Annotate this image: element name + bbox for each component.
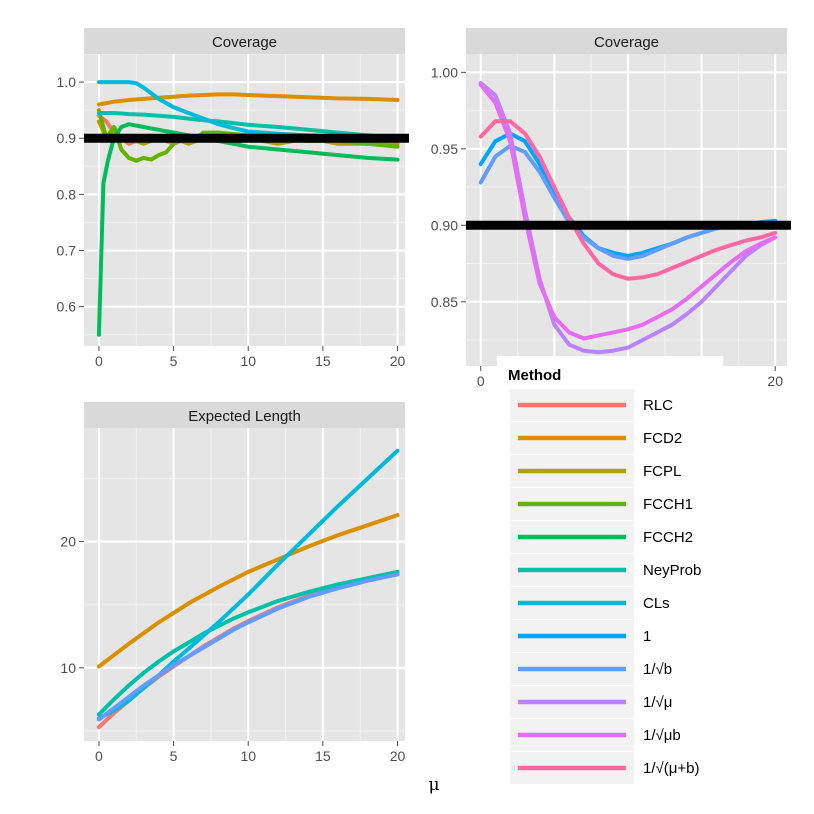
plot-background xyxy=(466,54,787,366)
x-tick-label: 20 xyxy=(767,373,783,389)
legend-label: 1/√μ xyxy=(643,694,672,711)
y-tick-label: 0.95 xyxy=(431,141,458,157)
x-tick-label: 0 xyxy=(95,353,103,369)
gridlines xyxy=(84,54,405,346)
legend-item: FCD2 xyxy=(510,422,682,454)
legend-label: FCCH2 xyxy=(643,529,693,546)
legend-label: 1/√b xyxy=(643,661,672,678)
chart-panel-1: Coverage 0 5 10 15 20 0.6 0.7 0.8 0.9 1.0 xyxy=(57,28,409,369)
legend-item: NeyProb xyxy=(510,554,701,586)
legend-label: FCCH1 xyxy=(643,496,693,513)
x-tick-label: 15 xyxy=(315,748,331,764)
x-tick-label: 20 xyxy=(390,353,406,369)
legend: Method RLC FCD2 FCPL FCCH1 FCCH2 NeyProb CLs 1 1/… xyxy=(497,356,723,784)
panel-title: Expected Length xyxy=(188,408,301,425)
legend-item: 1 xyxy=(510,620,651,652)
facet-strip xyxy=(466,28,787,54)
legend-label: FCD2 xyxy=(643,430,682,447)
legend-label: NeyProb xyxy=(643,562,701,579)
y-tick-label: 0.9 xyxy=(57,130,77,146)
legend-item: FCCH2 xyxy=(510,521,693,553)
legend-item: 1/√μ xyxy=(510,686,672,718)
y-tick-label: 0.85 xyxy=(431,294,458,310)
series-line-1/√(μ+b) xyxy=(478,119,778,281)
x-tick-label: 5 xyxy=(170,748,178,764)
series-line-1/√μb xyxy=(478,82,778,341)
x-tick-label: 0 xyxy=(95,748,103,764)
series-group xyxy=(96,448,400,730)
y-tick-label: 10 xyxy=(60,660,76,676)
x-tick-label: 10 xyxy=(240,748,256,764)
legend-label: 1/√μb xyxy=(643,727,681,744)
legend-item: 1/√b xyxy=(510,653,672,685)
x-tick-label: 15 xyxy=(315,353,331,369)
x-tick-label: 10 xyxy=(240,353,256,369)
legend-item: CLs xyxy=(510,587,670,619)
legend-item: 1/√(μ+b) xyxy=(510,752,699,784)
y-tick-label: 20 xyxy=(60,534,76,550)
legend-item: RLC xyxy=(510,389,673,421)
x-tick-label: 0 xyxy=(477,373,485,389)
series-line-1/√b xyxy=(96,572,400,722)
series-line-FCD2 xyxy=(96,513,400,669)
panel-title: Coverage xyxy=(212,34,277,51)
legend-item: 1/√μb xyxy=(510,719,681,751)
x-tick-label: 20 xyxy=(390,748,406,764)
facet-strip xyxy=(84,402,405,428)
legend-label: CLs xyxy=(643,595,670,612)
legend-title: Method xyxy=(508,367,561,384)
legend-item: FCCH1 xyxy=(510,488,693,520)
chart-panel-3: Expected Length 0 5 10 15 20 10 20 xyxy=(60,402,406,764)
x-axis-title: μ xyxy=(428,775,439,795)
chart-panel-2: Coverage 0 20 0.85 0.90 0.95 1.00 xyxy=(431,28,791,389)
y-tick-label: 0.8 xyxy=(57,186,77,202)
y-tick-label: 1.00 xyxy=(431,64,458,80)
legend-label: FCPL xyxy=(643,463,681,480)
panel-title: Coverage xyxy=(594,34,659,51)
x-tick-label: 5 xyxy=(170,353,178,369)
facet-strip xyxy=(84,28,405,54)
y-tick-label: 0.7 xyxy=(57,243,77,259)
y-tick-label: 1.0 xyxy=(57,74,77,90)
y-tick-label: 0.90 xyxy=(431,217,458,233)
legend-item: FCPL xyxy=(510,455,681,487)
legend-label: 1 xyxy=(643,628,651,645)
series-line-FCD2 xyxy=(96,92,400,107)
series-line-CLs xyxy=(96,448,400,721)
y-tick-label: 0.6 xyxy=(57,299,77,315)
legend-label: 1/√(μ+b) xyxy=(643,760,699,777)
plot-background xyxy=(84,54,405,346)
legend-label: RLC xyxy=(643,397,673,414)
